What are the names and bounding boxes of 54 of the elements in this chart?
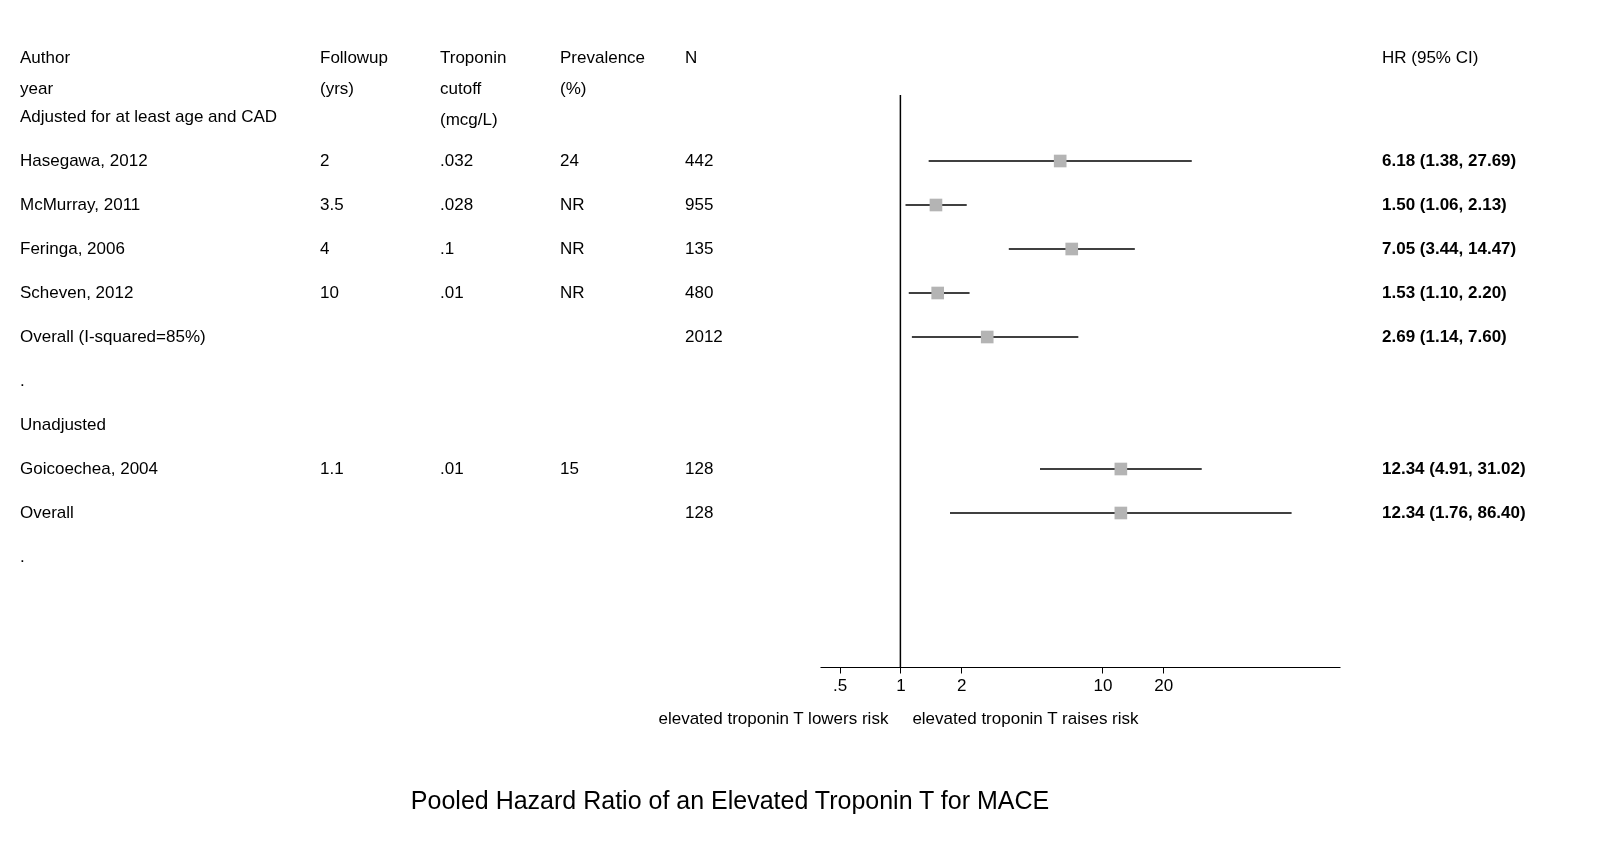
text: 1.53 (1.10, 2.20) bbox=[1382, 283, 1507, 302]
text: 24 bbox=[560, 151, 579, 170]
text: 442 bbox=[685, 151, 714, 170]
text: 1.50 (1.06, 2.13) bbox=[1382, 195, 1507, 214]
x-tick-label: 10 bbox=[1093, 675, 1113, 695]
text: 12.34 (1.76, 86.40) bbox=[1382, 503, 1526, 522]
text: 10 bbox=[320, 283, 339, 302]
text: .01 bbox=[440, 283, 464, 302]
text: 128 bbox=[685, 503, 714, 522]
text: 480 bbox=[685, 283, 714, 302]
category-label: HR (95% CI) bbox=[1382, 48, 1479, 67]
text: NR bbox=[560, 195, 585, 214]
category-label: Prevalence (%) bbox=[560, 48, 646, 98]
text: elevated troponin T lowers risk bbox=[658, 709, 889, 728]
text: .028 bbox=[440, 195, 474, 214]
text: 2.69 (1.14, 7.60) bbox=[1382, 327, 1507, 346]
text: 3.5 bbox=[320, 195, 344, 214]
category-label: Overall (I-squared=85%) bbox=[20, 327, 206, 346]
text: 128 bbox=[685, 459, 714, 478]
text: 955 bbox=[685, 195, 714, 214]
x-tick-label: 1 bbox=[896, 675, 906, 695]
text: 7.05 (3.44, 14.47) bbox=[1382, 239, 1517, 258]
text: 2012 bbox=[685, 327, 723, 346]
category-label: Goicoechea, 2004 bbox=[20, 459, 158, 478]
x-tick-label: .5 bbox=[832, 675, 848, 695]
text: 15 bbox=[560, 459, 579, 478]
text: .1 bbox=[440, 239, 455, 258]
text: 4 bbox=[320, 239, 330, 258]
category-label: Troponin cutoff (mcg/L) bbox=[440, 48, 507, 129]
category-label: McMurray, 2011 bbox=[20, 195, 141, 214]
category-label: Adjusted for at least age and CAD bbox=[20, 107, 278, 126]
x-tick-label: 2 bbox=[956, 675, 967, 695]
category-label: . bbox=[20, 547, 25, 566]
text: NR bbox=[560, 239, 585, 258]
text: NR bbox=[560, 283, 585, 302]
text: elevated troponin T raises risk bbox=[912, 709, 1140, 728]
category-label: Hasegawa, 2012 bbox=[20, 151, 148, 170]
text: Pooled Hazard Ratio of an Elevated Troponin T for MACE bbox=[410, 786, 1050, 814]
category-label: Unadjusted bbox=[20, 415, 107, 434]
category-label: . bbox=[20, 371, 25, 390]
text: .032 bbox=[440, 151, 474, 170]
text: Author year bbox=[20, 48, 71, 98]
x-tick-label: 20 bbox=[1154, 675, 1174, 695]
text: 2 bbox=[320, 151, 330, 170]
category-label: Feringa, 2006 bbox=[20, 239, 125, 258]
text: 12.34 (4.91, 31.02) bbox=[1382, 459, 1526, 478]
category-label: Overall bbox=[20, 503, 74, 522]
category-label: Scheven, 2012 bbox=[20, 283, 134, 302]
text: .01 bbox=[440, 459, 464, 478]
category-label: Followup (yrs) bbox=[320, 48, 389, 98]
text: 6.18 (1.38, 27.69) bbox=[1382, 151, 1517, 170]
text: 1.1 bbox=[320, 459, 344, 478]
text: 135 bbox=[685, 239, 714, 258]
category-label: N bbox=[685, 48, 698, 67]
